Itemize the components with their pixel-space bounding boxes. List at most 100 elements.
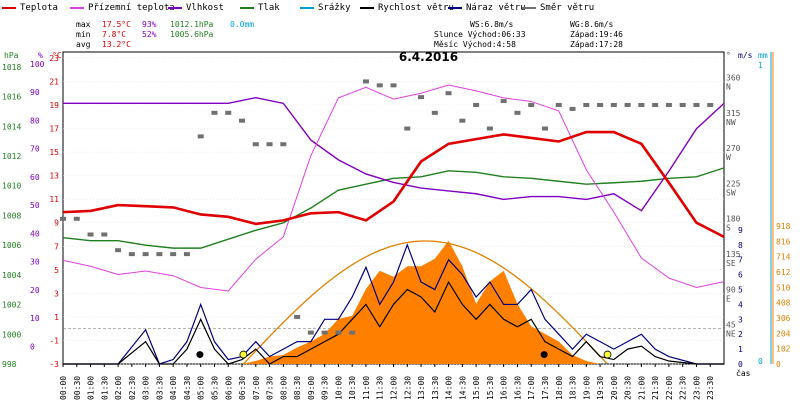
moonrise-marker <box>196 351 204 359</box>
solar-tick: 510 <box>776 283 791 292</box>
wind-tick: 8 <box>738 241 743 250</box>
ground-temperature-line <box>62 84 725 292</box>
x-tick-label: 02:00 <box>114 376 123 400</box>
legend-item-7: Směr větru <box>522 2 594 13</box>
x-tick-label: 08:30 <box>293 376 302 400</box>
x-tick-label: 20:30 <box>624 376 633 400</box>
humidity-tick: 30 <box>30 258 40 267</box>
legend-label: Náraz větru <box>466 2 526 13</box>
pressure-tick: 1016 <box>2 93 21 102</box>
legend-item-6: Náraz větru <box>448 2 526 13</box>
legend-label: Vlhkost <box>186 2 224 13</box>
x-tick-label: 17:30 <box>541 376 550 400</box>
x-tick-label: 04:30 <box>183 376 192 400</box>
wind-direction-mark <box>362 79 369 84</box>
legend-swatch <box>2 6 16 9</box>
direction-tick: 135 <box>726 250 741 259</box>
x-tick-label: 14:30 <box>458 376 467 400</box>
humidity-tick: 80 <box>30 116 40 125</box>
x-tick-label: 12:30 <box>403 376 412 400</box>
x-tick-label: 14:00 <box>445 376 454 400</box>
x-tick-label: 21:00 <box>637 376 646 400</box>
wind-direction-mark <box>307 330 314 335</box>
x-tick-label: 22:00 <box>665 376 674 400</box>
wind-direction-mark <box>197 134 204 139</box>
sunrise-marker <box>239 350 248 359</box>
legend-label: Teplota <box>20 2 58 13</box>
legend-item-1: Přízemní teplota <box>70 2 175 13</box>
x-tick-label: 23:00 <box>692 376 701 400</box>
temperature-tick: 15 <box>49 148 59 157</box>
stat-max-temp: 17.5°C <box>102 20 131 29</box>
wind-direction-mark <box>486 126 493 131</box>
wind-direction-mark <box>500 99 507 104</box>
direction-name: E <box>726 294 731 303</box>
wind-tick: 4 <box>738 300 743 309</box>
legend-swatch <box>168 6 182 9</box>
humidity-tick: 50 <box>30 201 40 210</box>
x-tick-label: 01:30 <box>100 376 109 400</box>
legend-label: Srážky <box>318 2 351 13</box>
pressure-tick: 1004 <box>2 271 21 280</box>
direction-name: SW <box>726 188 736 197</box>
solar-tick: 816 <box>776 237 791 246</box>
temperature-line <box>62 130 725 239</box>
x-tick-label: 05:30 <box>210 376 219 400</box>
direction-tick: 270 <box>726 144 741 153</box>
solar-tick: 612 <box>776 268 791 277</box>
temperature-tick: 9 <box>54 219 59 228</box>
solar-tick: 918 <box>776 222 791 231</box>
temperature-tick: 11 <box>49 195 59 204</box>
stat-min-hum: 52% <box>142 30 157 39</box>
wind-direction-mark <box>87 232 94 237</box>
solar-tick: 714 <box>776 253 791 262</box>
x-tick-label: 06:30 <box>238 376 247 400</box>
wind-direction-mark <box>294 314 301 319</box>
stat-max-rain: 0.0mm <box>230 20 255 29</box>
x-tick-label: 18:00 <box>555 376 564 400</box>
solar-tick: 102 <box>776 345 791 354</box>
humidity-tick: 40 <box>30 229 40 238</box>
x-tick-label: 00:00 <box>59 376 68 400</box>
x-tick-label: 03:30 <box>155 376 164 400</box>
wind-direction-mark <box>156 252 163 257</box>
pressure-tick: 1012 <box>2 152 21 161</box>
x-tick-label: 22:30 <box>679 376 688 400</box>
wind-direction-mark <box>321 330 328 335</box>
legend-swatch <box>300 6 314 9</box>
x-tick-label: 17:00 <box>527 376 536 400</box>
stat-avg-temp: 13.2°C <box>102 40 131 49</box>
temperature-tick: 1 <box>54 313 59 322</box>
wind-direction-mark <box>101 232 108 237</box>
legend-item-5: Rychlost větru <box>360 2 454 13</box>
wind-direction-mark <box>583 102 590 107</box>
wind-direction-mark <box>610 102 617 107</box>
wind-tick: 2 <box>738 330 743 339</box>
rain-tick: 1 <box>758 61 763 70</box>
legend-item-3: Tlak <box>240 2 280 13</box>
legend-item-4: Srážky <box>300 2 351 13</box>
legend-swatch <box>360 6 374 9</box>
solar-radiation-area <box>242 240 601 364</box>
temperature-tick: 13 <box>49 172 59 181</box>
wind-direction-mark <box>115 248 122 253</box>
wind-gust-stat: WG:8.6m/s <box>570 20 614 29</box>
solar-tick: 0 <box>776 360 781 369</box>
wind-direction-mark <box>73 216 80 221</box>
x-tick-label: 04:00 <box>169 376 178 400</box>
x-tick-label: 20:00 <box>610 376 619 400</box>
rain-tick: 0 <box>758 357 763 366</box>
wind-direction-mark <box>239 118 246 123</box>
rain-axis-label: mm <box>758 51 768 60</box>
wind-direction-mark <box>211 110 218 115</box>
solar-tick: 204 <box>776 329 791 338</box>
x-tick-label: 07:00 <box>252 376 261 400</box>
humidity-tick: 20 <box>30 286 40 295</box>
pressure-line <box>62 167 725 249</box>
x-tick-label: 09:00 <box>307 376 316 400</box>
wind-tick: 3 <box>738 315 743 324</box>
direction-name: NW <box>726 118 736 127</box>
pressure-tick: 1008 <box>2 211 21 220</box>
x-tick-label: 10:00 <box>334 376 343 400</box>
wind-direction-mark <box>445 91 452 96</box>
